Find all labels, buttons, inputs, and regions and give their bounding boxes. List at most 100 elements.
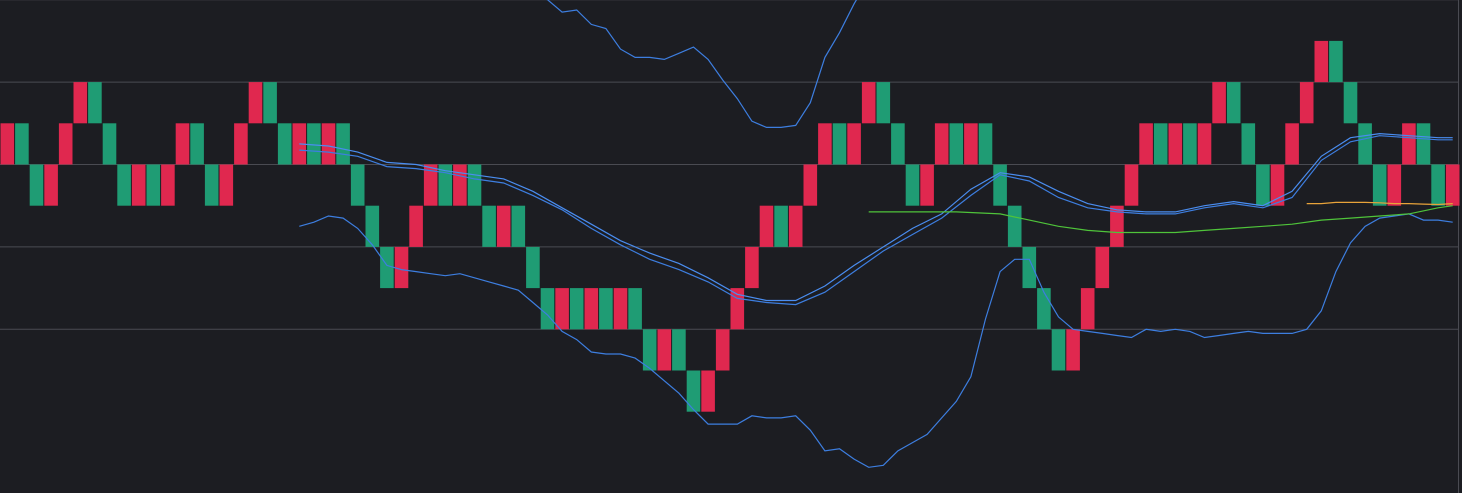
brick-down-3 xyxy=(44,164,58,206)
line-ma-green xyxy=(868,205,1453,234)
brick-down-15 xyxy=(219,164,234,206)
brick-up-26 xyxy=(380,246,394,289)
brick-down-42 xyxy=(613,288,628,330)
brick-up-32 xyxy=(467,164,482,206)
brick-down-48 xyxy=(701,370,715,412)
brick-down-51 xyxy=(745,246,759,289)
brick-up-91 xyxy=(1329,40,1343,83)
brick-up-61 xyxy=(891,123,905,165)
renko-bricks xyxy=(0,40,1460,412)
brick-down-34 xyxy=(496,205,511,247)
brick-up-19 xyxy=(277,123,292,165)
brick-down-16 xyxy=(234,123,248,165)
brick-up-8 xyxy=(117,164,131,206)
brick-up-71 xyxy=(1037,288,1051,330)
brick-down-78 xyxy=(1139,123,1153,165)
brick-up-10 xyxy=(146,164,161,206)
brick-up-6 xyxy=(88,82,102,124)
brick-up-41 xyxy=(599,288,613,330)
brick-up-67 xyxy=(978,123,993,165)
brick-down-55 xyxy=(803,164,818,206)
brick-down-87 xyxy=(1270,164,1285,206)
brick-down-76 xyxy=(1110,205,1124,247)
brick-up-98 xyxy=(1431,164,1445,206)
brick-down-59 xyxy=(861,82,876,124)
brick-up-2 xyxy=(29,164,44,206)
brick-up-25 xyxy=(365,205,380,247)
brick-up-86 xyxy=(1256,164,1270,206)
brick-up-43 xyxy=(628,288,642,330)
brick-up-14 xyxy=(204,164,219,206)
brick-up-84 xyxy=(1226,82,1241,124)
brick-down-63 xyxy=(920,164,934,206)
brick-down-82 xyxy=(1197,123,1212,165)
brick-down-77 xyxy=(1124,164,1139,206)
brick-up-21 xyxy=(307,123,321,165)
brick-up-97 xyxy=(1416,123,1431,165)
brick-down-29 xyxy=(423,164,438,206)
brick-up-85 xyxy=(1241,123,1256,165)
brick-down-5 xyxy=(73,82,88,124)
brick-up-81 xyxy=(1183,123,1197,165)
brick-up-35 xyxy=(511,205,526,247)
brick-down-31 xyxy=(453,164,467,206)
brick-down-64 xyxy=(934,123,949,165)
brick-up-39 xyxy=(569,288,584,330)
brick-down-56 xyxy=(818,123,832,165)
brick-down-17 xyxy=(248,82,263,124)
brick-down-90 xyxy=(1314,40,1329,83)
brick-up-79 xyxy=(1153,123,1168,165)
brick-up-72 xyxy=(1051,329,1066,371)
brick-up-46 xyxy=(672,329,686,371)
brick-up-44 xyxy=(642,329,657,371)
brick-down-99 xyxy=(1445,164,1460,206)
brick-up-53 xyxy=(774,205,788,247)
brick-up-1 xyxy=(15,123,29,165)
brick-up-47 xyxy=(686,370,701,412)
brick-up-24 xyxy=(350,164,365,206)
brick-down-27 xyxy=(394,246,409,289)
brick-up-57 xyxy=(832,123,847,165)
brick-down-22 xyxy=(321,123,336,165)
line-basis-2 xyxy=(299,135,1453,306)
brick-down-9 xyxy=(131,164,146,206)
brick-down-95 xyxy=(1387,164,1402,206)
brick-down-88 xyxy=(1285,123,1299,165)
brick-down-4 xyxy=(58,123,73,165)
brick-up-36 xyxy=(526,246,540,289)
brick-up-13 xyxy=(190,123,204,165)
brick-down-52 xyxy=(759,205,774,247)
brick-down-49 xyxy=(715,329,730,371)
brick-up-93 xyxy=(1358,123,1372,165)
line-lower-band xyxy=(299,213,1453,468)
brick-down-0 xyxy=(0,123,15,165)
brick-down-66 xyxy=(964,123,978,165)
brick-up-60 xyxy=(876,82,891,124)
brick-down-89 xyxy=(1299,82,1314,124)
brick-down-96 xyxy=(1402,123,1416,165)
brick-up-92 xyxy=(1343,82,1358,124)
line-upper-band xyxy=(546,0,858,129)
brick-up-62 xyxy=(905,164,920,206)
brick-up-37 xyxy=(540,288,555,330)
brick-down-40 xyxy=(584,288,599,330)
brick-down-45 xyxy=(657,329,672,371)
brick-down-75 xyxy=(1095,246,1110,289)
brick-down-58 xyxy=(847,123,861,165)
brick-up-23 xyxy=(336,123,350,165)
brick-down-74 xyxy=(1080,288,1095,330)
indicator-lines xyxy=(299,0,1453,468)
brick-down-28 xyxy=(409,205,423,247)
brick-up-69 xyxy=(1007,205,1022,247)
brick-up-18 xyxy=(263,82,277,124)
brick-down-38 xyxy=(555,288,569,330)
brick-up-68 xyxy=(993,164,1007,206)
brick-up-30 xyxy=(438,164,453,206)
brick-down-73 xyxy=(1066,329,1080,371)
brick-down-12 xyxy=(175,123,190,165)
brick-down-83 xyxy=(1212,82,1226,124)
brick-up-7 xyxy=(102,123,117,165)
line-basis xyxy=(299,132,1453,302)
